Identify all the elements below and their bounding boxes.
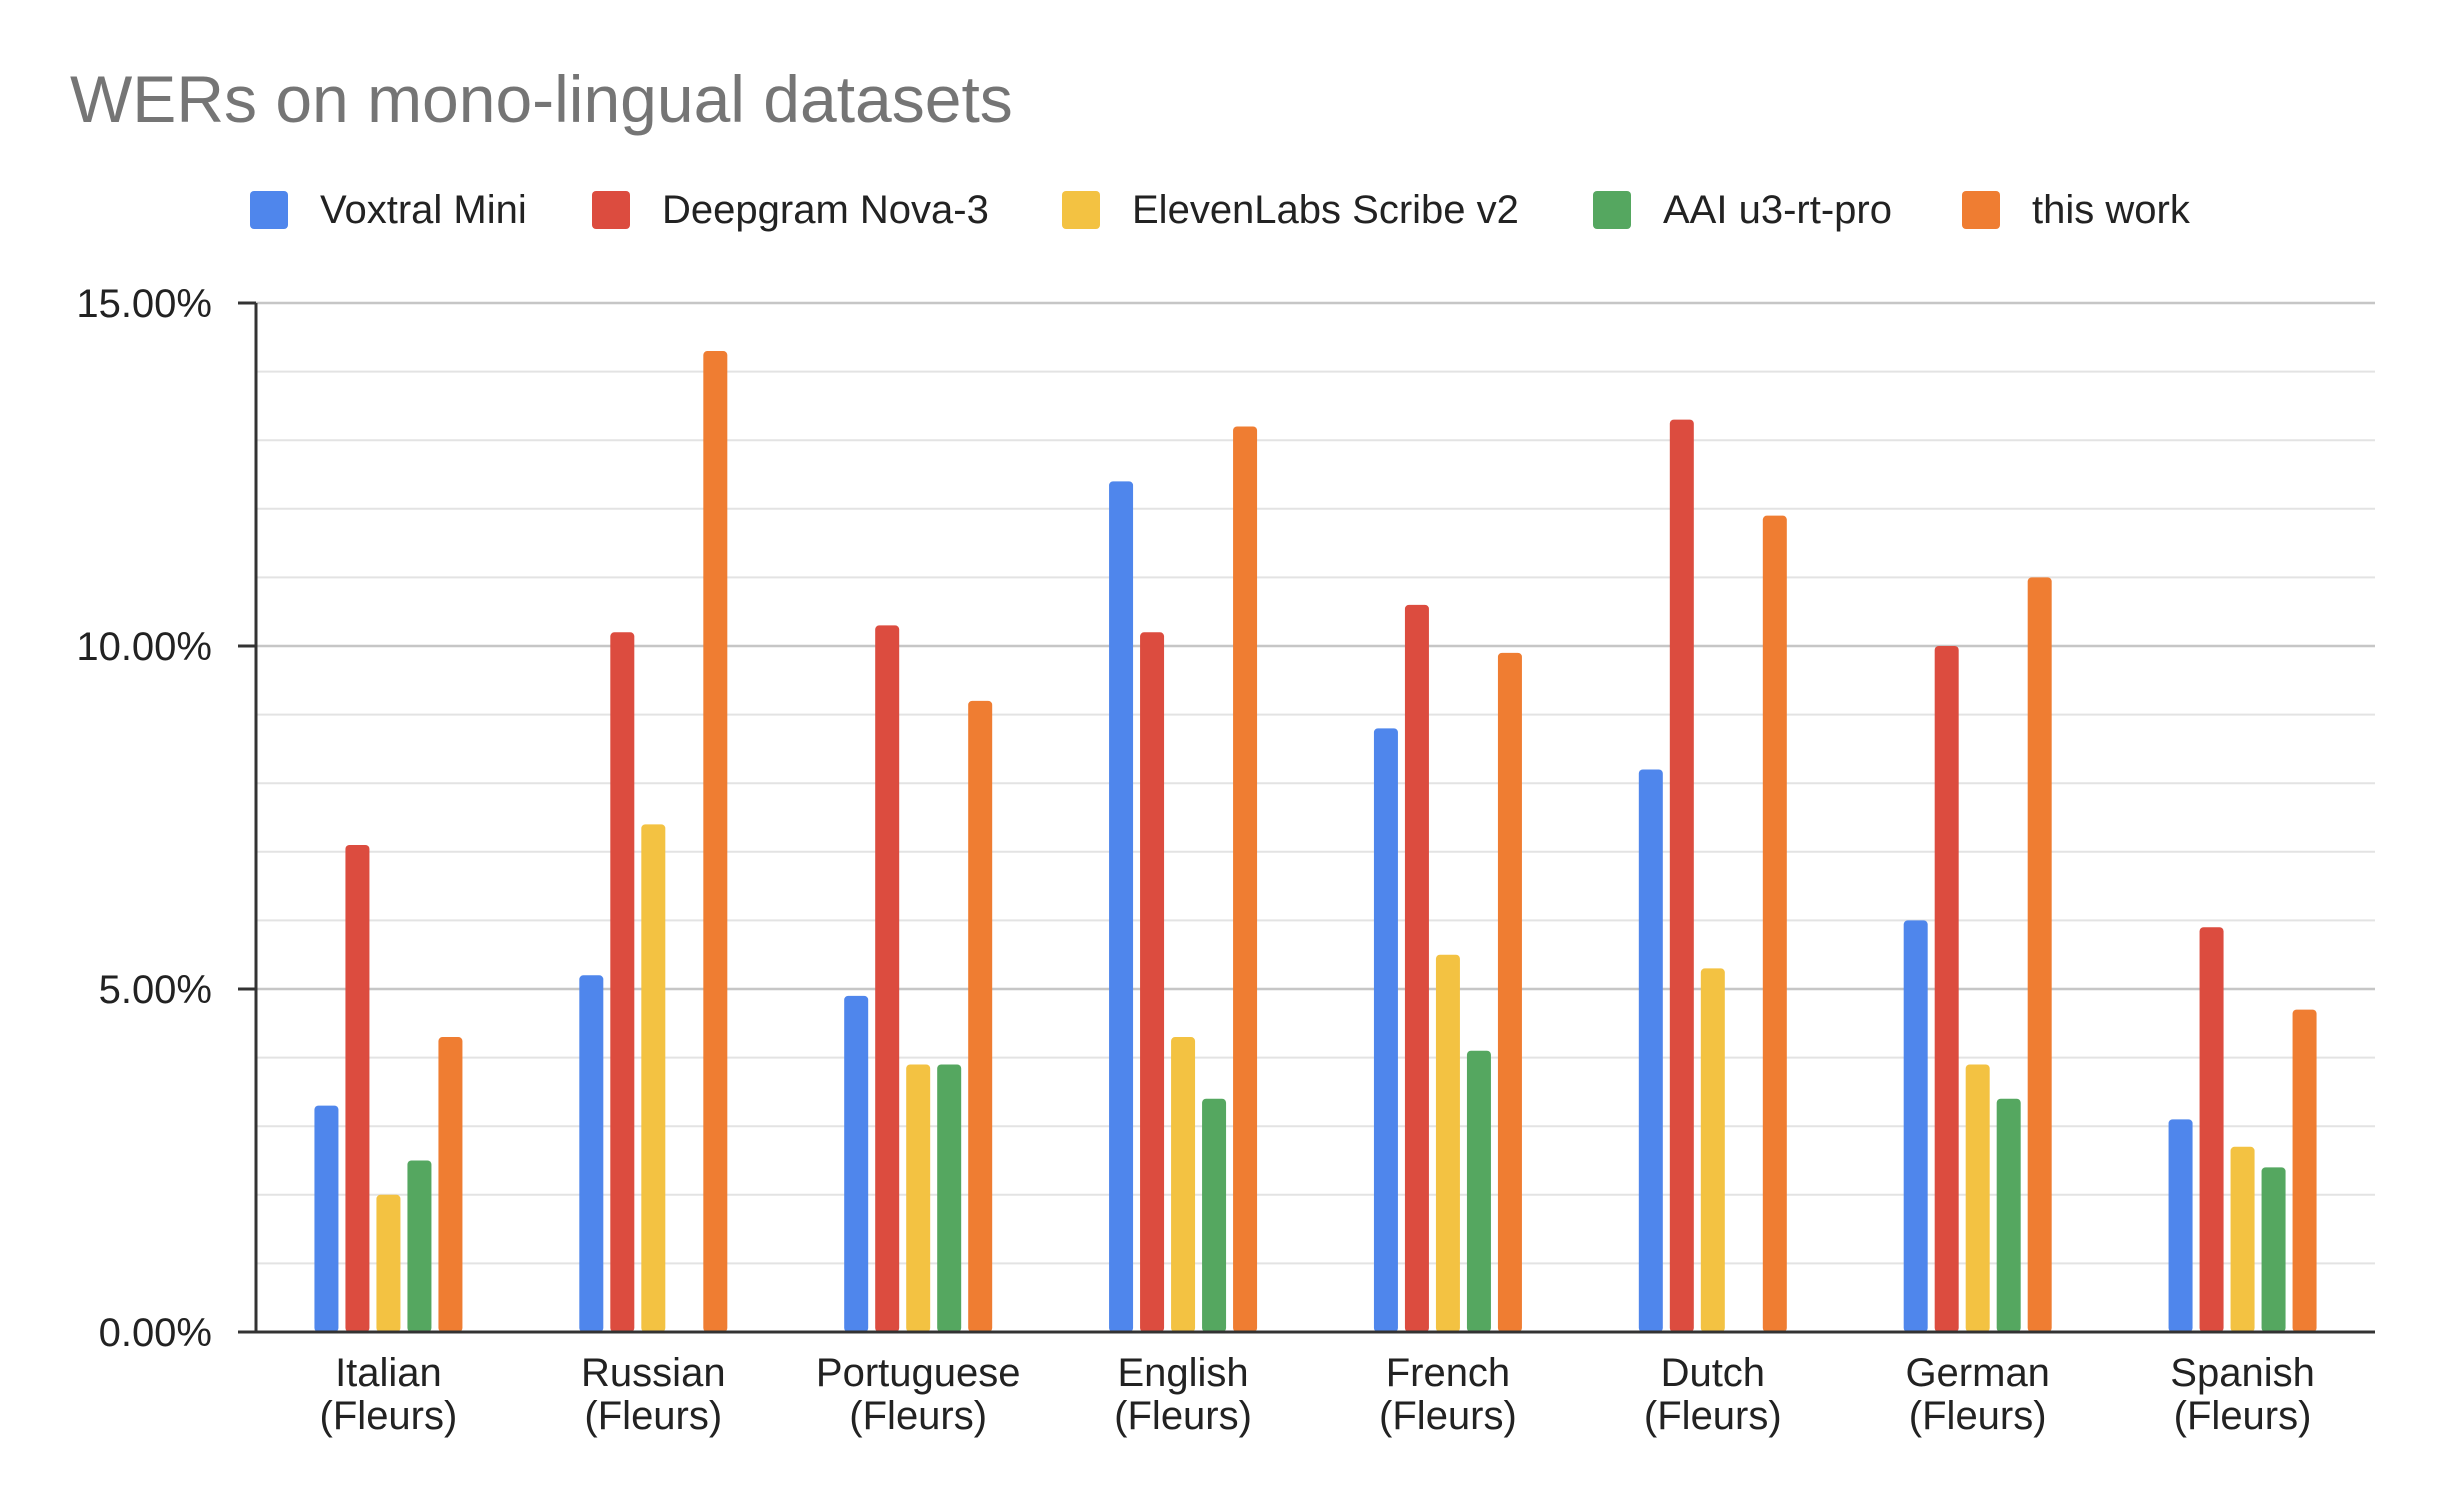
- legend-item: Deepgram Nova-3: [592, 188, 989, 232]
- chart-title: WERs on mono-lingual datasets: [70, 62, 1013, 136]
- bar: [2261, 1167, 2286, 1332]
- bar: [1762, 515, 1787, 1332]
- bar: [610, 632, 635, 1332]
- legend-item: ElevenLabs Scribe v2: [1062, 188, 1519, 232]
- bar: [844, 995, 869, 1332]
- bar: [438, 1037, 463, 1332]
- legend-swatch: [1593, 191, 1631, 229]
- bar: [579, 975, 604, 1332]
- grid: [256, 301, 2375, 1265]
- bar: [1996, 1098, 2021, 1332]
- x-axis: Italian (Fleurs) Russian (Fleurs) Portuguese…: [256, 1330, 2375, 1438]
- y-tick-label: 0.00%: [99, 1311, 212, 1355]
- bar: [2027, 577, 2052, 1332]
- legend-item: Voxtral Mini: [250, 188, 527, 232]
- bar: [2168, 1119, 2193, 1332]
- bar: [1373, 728, 1398, 1332]
- bar: [1466, 1050, 1491, 1332]
- legend-swatch: [592, 191, 630, 229]
- legend-label: ElevenLabs Scribe v2: [1132, 188, 1519, 232]
- bar: [1404, 604, 1429, 1332]
- x-tick-label: French (Fleurs): [1379, 1351, 1517, 1438]
- x-tick-label: Portuguese (Fleurs): [816, 1351, 1021, 1438]
- y-tick-label: 5.00%: [99, 968, 212, 1012]
- bar: [875, 625, 900, 1332]
- bar: [1700, 968, 1725, 1332]
- x-tick-label: German (Fleurs): [1905, 1351, 2050, 1438]
- bar: [1233, 426, 1258, 1333]
- x-tick-label: Italian (Fleurs): [320, 1351, 458, 1438]
- bar: [1965, 1064, 1990, 1332]
- y-axis: 0.00% 5.00% 10.00% 15.00%: [76, 282, 258, 1355]
- bar: [641, 824, 666, 1332]
- legend-item: AAI u3-rt-pro: [1593, 188, 1892, 232]
- bar: [906, 1064, 931, 1332]
- bar: [1171, 1037, 1196, 1332]
- x-tick-label: Dutch (Fleurs): [1644, 1351, 1782, 1438]
- bar: [1669, 419, 1694, 1332]
- legend-swatch: [1062, 191, 1100, 229]
- bar: [937, 1064, 962, 1332]
- bar: [1140, 632, 1165, 1332]
- legend-label: this work: [2032, 188, 2191, 232]
- bar: [1109, 481, 1134, 1332]
- bar: [1903, 920, 1928, 1332]
- legend-label: AAI u3-rt-pro: [1663, 188, 1892, 232]
- legend-swatch: [250, 191, 288, 229]
- bar: [2230, 1146, 2255, 1332]
- legend-swatch: [1962, 191, 2000, 229]
- bars: [314, 351, 2317, 1333]
- bar: [1202, 1098, 1227, 1332]
- bar: [407, 1160, 432, 1332]
- legend-item: this work: [1962, 188, 2191, 232]
- bar: [2199, 927, 2224, 1332]
- bar: [376, 1194, 401, 1332]
- bar: [968, 700, 993, 1332]
- x-tick-label: Russian (Fleurs): [581, 1351, 726, 1438]
- legend-label: Voxtral Mini: [320, 188, 527, 232]
- bar: [314, 1105, 339, 1332]
- bar: [2292, 1009, 2317, 1332]
- bar: [1435, 954, 1460, 1332]
- x-tick-label: English (Fleurs): [1114, 1351, 1252, 1438]
- bar: [345, 844, 370, 1332]
- y-tick-label: 15.00%: [76, 282, 212, 326]
- bar: [1497, 652, 1522, 1332]
- x-tick-label: Spanish (Fleurs): [2170, 1351, 2315, 1438]
- bar: [1934, 646, 1959, 1332]
- bar: [703, 351, 728, 1332]
- legend: Voxtral Mini Deepgram Nova-3 ElevenLabs Sc…: [250, 188, 2191, 232]
- bar: [1638, 769, 1663, 1332]
- y-tick-label: 10.00%: [76, 625, 212, 669]
- legend-label: Deepgram Nova-3: [662, 188, 989, 232]
